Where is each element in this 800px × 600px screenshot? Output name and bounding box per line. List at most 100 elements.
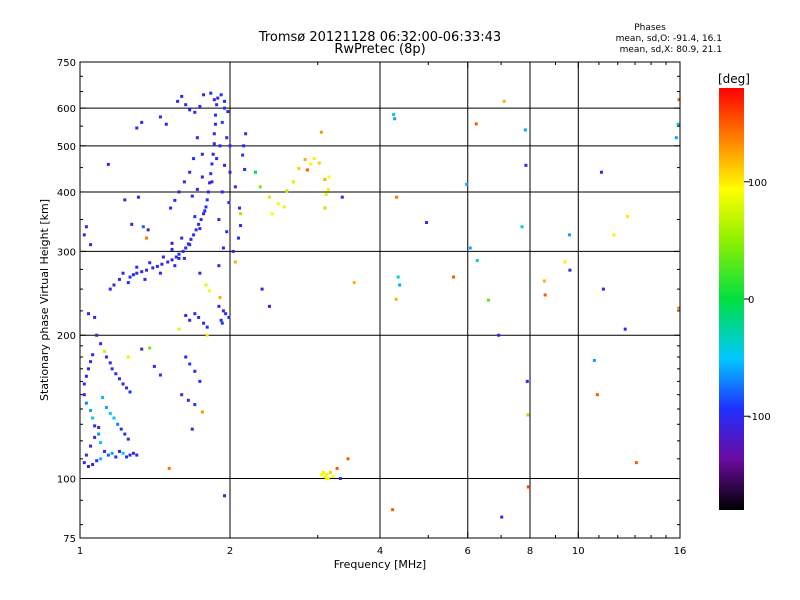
echo-point (99, 342, 103, 346)
echo-point (173, 264, 177, 268)
echo-point (84, 225, 88, 229)
echo-point (128, 453, 132, 457)
echo-point (195, 187, 199, 191)
echo-point (193, 369, 197, 373)
echo-point (176, 99, 180, 103)
echo-point (319, 472, 323, 476)
echo-point (198, 104, 202, 108)
echo-point (328, 470, 332, 474)
echo-point (177, 256, 181, 260)
echo-point (205, 333, 209, 337)
echo-point (180, 236, 184, 240)
echo-point (323, 177, 327, 181)
echo-point (89, 444, 93, 448)
echo-point (208, 181, 212, 185)
echo-point (223, 494, 227, 498)
echo-point (103, 349, 107, 353)
echo-point (233, 185, 237, 189)
echo-point (181, 249, 185, 253)
echo-point (267, 304, 271, 308)
echo-point (103, 449, 107, 453)
echo-point (276, 202, 280, 206)
echo-point (220, 190, 224, 194)
echo-point (321, 470, 325, 474)
echo-point (177, 327, 181, 331)
colorbar-tick-label: -100 (748, 412, 771, 423)
echo-point (197, 222, 201, 226)
echo-point (188, 108, 192, 112)
echo-point (204, 205, 208, 209)
echo-point (112, 416, 116, 420)
echo-point (205, 325, 209, 329)
echo-point (212, 98, 216, 102)
echo-point (225, 230, 229, 234)
echo-point (338, 477, 342, 481)
phase-stats-title: Phases (634, 23, 666, 33)
echo-point (189, 237, 193, 241)
echo-point (91, 463, 95, 467)
x-tick-label: 2 (227, 546, 233, 557)
echo-point (208, 289, 212, 293)
echo-point (219, 318, 223, 322)
echo-point (599, 170, 603, 174)
echo-points (82, 91, 681, 519)
echo-point (258, 185, 262, 189)
echo-point (128, 390, 132, 394)
echo-point (227, 201, 231, 205)
echo-point (99, 457, 103, 461)
echo-point (200, 410, 204, 414)
echo-point (108, 411, 112, 415)
echo-point (167, 466, 171, 470)
echo-point (677, 306, 681, 310)
colorbar-ticks: 100 0 -100 (744, 178, 771, 423)
echo-point (595, 393, 599, 397)
echo-point (86, 464, 90, 468)
echo-point (674, 136, 678, 140)
echo-point (241, 153, 245, 157)
echo-point (82, 233, 86, 237)
echo-point (209, 91, 213, 95)
grid-lines (80, 62, 680, 538)
echo-point (526, 413, 530, 417)
echo-point (319, 130, 323, 134)
echo-point (217, 264, 221, 268)
echo-point (285, 189, 289, 193)
echo-point (202, 93, 206, 97)
echo-point (97, 425, 101, 429)
echo-point (238, 206, 242, 210)
echo-point (676, 122, 680, 126)
echo-point (143, 277, 147, 281)
echo-point (202, 321, 206, 325)
echo-point (197, 315, 201, 319)
echo-point (524, 163, 528, 167)
echo-point (625, 215, 629, 219)
echo-point (97, 432, 101, 436)
echo-point (324, 193, 328, 197)
echo-point (119, 427, 123, 431)
echo-point (106, 453, 110, 457)
echo-point (170, 241, 174, 245)
echo-point (125, 455, 129, 459)
echo-point (182, 256, 186, 260)
echo-point (89, 360, 93, 364)
echo-point (140, 270, 144, 274)
echo-point (126, 355, 130, 359)
echo-point (468, 246, 472, 250)
echo-point (203, 209, 207, 213)
echo-point (126, 437, 130, 441)
echo-point (209, 172, 213, 176)
echo-point (260, 287, 264, 291)
echo-point (228, 144, 232, 148)
echo-point (190, 427, 194, 431)
echo-point (184, 246, 188, 250)
echo-point (95, 459, 99, 463)
echo-point (623, 327, 627, 331)
x-tick-label: 16 (674, 546, 687, 557)
echo-point (170, 247, 174, 251)
echo-point (465, 182, 469, 186)
echo-point (177, 190, 181, 194)
echo-point (180, 393, 184, 397)
y-tick-label: 750 (57, 58, 76, 69)
y-tick-label: 100 (57, 475, 76, 486)
echo-point (148, 261, 152, 265)
